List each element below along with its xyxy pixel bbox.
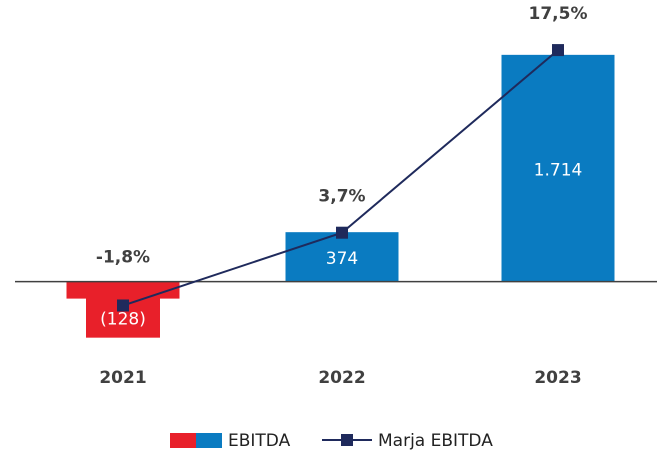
bar-label: 374: [326, 249, 358, 269]
bar: [66, 281, 180, 299]
point: [336, 226, 348, 239]
bar-label: (128): [100, 310, 146, 330]
legend-swatch: [196, 433, 222, 448]
legend-marker: [341, 434, 353, 446]
bar-label: 1.714: [534, 160, 583, 180]
x-tick-label: 2021: [99, 368, 146, 388]
point: [117, 299, 129, 312]
bar: [501, 54, 615, 282]
line-label: 17,5%: [529, 4, 588, 24]
legend-label: EBITDA: [228, 431, 291, 450]
x-tick-label: 2023: [534, 368, 581, 388]
bar: [285, 232, 399, 282]
line-label: -1,8%: [96, 248, 150, 268]
x-tick-label: 2022: [318, 368, 365, 388]
line-label: 3,7%: [318, 187, 365, 207]
legend-label: Marja EBITDA: [378, 431, 493, 450]
legend-swatch: [170, 433, 196, 448]
point: [552, 44, 564, 57]
